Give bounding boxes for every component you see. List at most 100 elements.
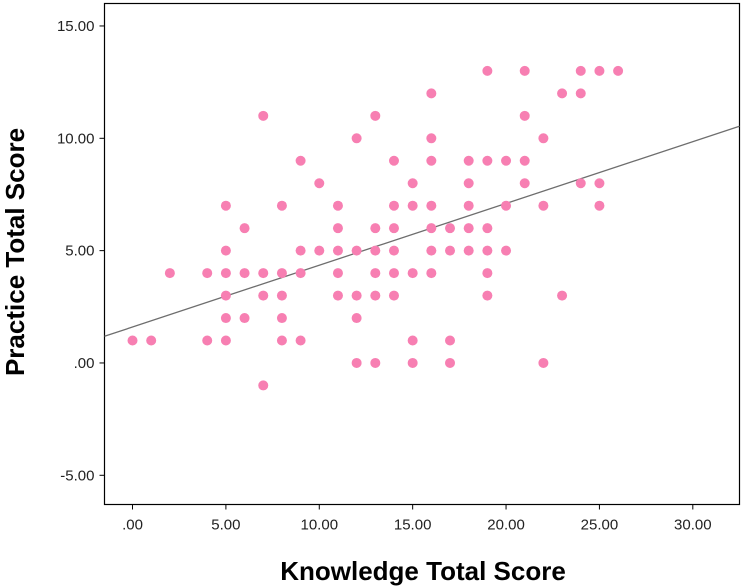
data-point bbox=[388, 245, 399, 256]
data-point bbox=[501, 155, 512, 166]
data-point bbox=[258, 110, 269, 121]
x-tick-label: 5.00 bbox=[211, 517, 240, 534]
data-point bbox=[370, 268, 381, 279]
data-point bbox=[276, 290, 287, 301]
data-point bbox=[258, 380, 269, 391]
data-point bbox=[445, 245, 456, 256]
data-point bbox=[426, 88, 437, 99]
data-point bbox=[407, 335, 418, 346]
data-point bbox=[239, 268, 250, 279]
data-point bbox=[127, 335, 138, 346]
data-point bbox=[538, 133, 549, 144]
fit-line-group bbox=[104, 125, 740, 337]
data-point bbox=[314, 178, 325, 189]
data-point bbox=[332, 290, 343, 301]
data-point bbox=[482, 155, 493, 166]
x-axis-ticks: .00 5.00 10.00 15.00 20.00 25.00 30.00 bbox=[122, 504, 712, 534]
data-point bbox=[519, 155, 530, 166]
data-point bbox=[407, 268, 418, 279]
y-tick-label: 15.00 bbox=[57, 18, 95, 35]
data-point bbox=[482, 268, 493, 279]
data-point bbox=[594, 200, 605, 211]
data-point bbox=[557, 290, 568, 301]
data-point bbox=[463, 223, 474, 234]
data-point bbox=[220, 245, 231, 256]
data-point bbox=[220, 335, 231, 346]
data-point bbox=[258, 290, 269, 301]
data-point bbox=[557, 88, 568, 99]
data-point bbox=[407, 357, 418, 368]
data-point bbox=[351, 357, 362, 368]
data-point bbox=[239, 223, 250, 234]
data-points bbox=[127, 65, 624, 391]
data-point bbox=[594, 65, 605, 76]
data-point bbox=[370, 223, 381, 234]
data-point bbox=[426, 200, 437, 211]
data-point bbox=[463, 155, 474, 166]
data-point bbox=[202, 268, 213, 279]
data-point bbox=[388, 155, 399, 166]
data-point bbox=[388, 290, 399, 301]
data-point bbox=[426, 223, 437, 234]
data-point bbox=[295, 155, 306, 166]
data-point bbox=[538, 357, 549, 368]
data-point bbox=[463, 200, 474, 211]
data-point bbox=[388, 223, 399, 234]
data-point bbox=[426, 245, 437, 256]
data-point bbox=[575, 65, 586, 76]
y-tick-label: .00 bbox=[74, 355, 95, 372]
data-point bbox=[538, 200, 549, 211]
data-point bbox=[445, 357, 456, 368]
data-point bbox=[613, 65, 624, 76]
data-point bbox=[501, 245, 512, 256]
data-point bbox=[426, 133, 437, 144]
data-point bbox=[501, 200, 512, 211]
data-point bbox=[276, 335, 287, 346]
data-point bbox=[407, 200, 418, 211]
data-point bbox=[220, 200, 231, 211]
data-point bbox=[276, 268, 287, 279]
data-point bbox=[482, 290, 493, 301]
data-point bbox=[351, 133, 362, 144]
data-point bbox=[407, 178, 418, 189]
data-point bbox=[519, 65, 530, 76]
data-point bbox=[445, 223, 456, 234]
data-point bbox=[519, 110, 530, 121]
x-tick-label: 30.00 bbox=[674, 517, 712, 534]
data-point bbox=[332, 245, 343, 256]
data-point bbox=[239, 313, 250, 324]
data-point bbox=[220, 268, 231, 279]
y-axis-title: Practice Total Score bbox=[0, 128, 30, 376]
plot-area-frame bbox=[103, 2, 741, 506]
data-point bbox=[445, 335, 456, 346]
data-point bbox=[276, 313, 287, 324]
x-tick-label: .00 bbox=[122, 517, 143, 534]
x-tick-label: 10.00 bbox=[301, 517, 339, 534]
data-point bbox=[463, 245, 474, 256]
data-point bbox=[276, 200, 287, 211]
data-point bbox=[202, 335, 213, 346]
data-point bbox=[575, 88, 586, 99]
data-point bbox=[426, 268, 437, 279]
data-point bbox=[482, 245, 493, 256]
data-point bbox=[426, 155, 437, 166]
data-point bbox=[332, 200, 343, 211]
x-tick-label: 15.00 bbox=[394, 517, 432, 534]
y-tick-label: 10.00 bbox=[57, 130, 95, 147]
data-point bbox=[258, 268, 269, 279]
data-point bbox=[370, 357, 381, 368]
x-tick-label: 20.00 bbox=[487, 517, 525, 534]
y-tick-label: 5.00 bbox=[65, 243, 94, 260]
data-point bbox=[295, 335, 306, 346]
data-point bbox=[295, 268, 306, 279]
data-point bbox=[370, 290, 381, 301]
data-point bbox=[314, 245, 325, 256]
data-point bbox=[594, 178, 605, 189]
data-point bbox=[351, 290, 362, 301]
data-point bbox=[146, 335, 157, 346]
data-point bbox=[220, 313, 231, 324]
data-point bbox=[388, 268, 399, 279]
data-point bbox=[370, 245, 381, 256]
data-point bbox=[351, 245, 362, 256]
